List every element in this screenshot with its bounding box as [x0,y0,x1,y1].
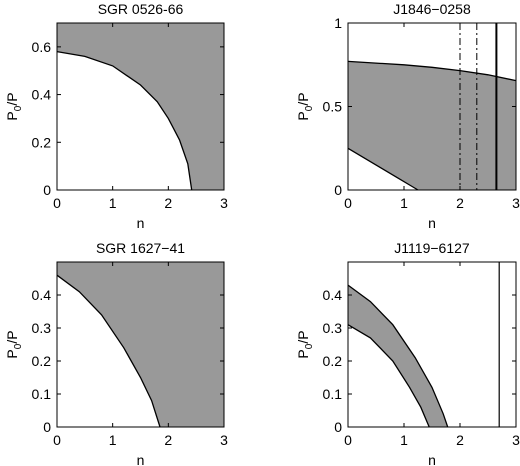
x-tick-label: 0 [344,432,352,448]
y-tick-label: 0.6 [32,39,52,55]
y-tick-label: 0.1 [323,386,343,402]
y-tick-label: 0 [334,419,342,435]
y-tick-label: 0.3 [32,320,52,336]
y-axis-label: P0/P [4,330,24,358]
shaded-region [348,61,516,191]
band-upper-curve [347,284,449,428]
y-tick-label: 1 [334,15,342,31]
y-label-base: P [4,111,20,120]
x-tick-label: 2 [164,195,172,211]
y-label-base: P [4,349,20,358]
shaded-region [57,23,224,190]
y-axis-label: P0/P [295,92,315,120]
x-axis-label: n [137,452,145,466]
chart-title: J1846−0258 [393,1,471,17]
x-tick-label: 0 [344,195,352,211]
x-tick-label: 1 [109,432,117,448]
y-tick-label: 0 [43,182,51,198]
y-label-sub: 0 [13,343,24,349]
x-tick-label: 2 [456,195,464,211]
shaded-region [348,285,448,427]
y-label-tail: /P [4,330,20,343]
axes-box [56,261,225,428]
lower-boundary-curve [56,50,193,191]
y-label-tail: /P [295,330,311,343]
y-tick-label: 0.4 [323,287,343,303]
y-label-tail: /P [295,92,311,105]
chart-title: SGR 0526-66 [98,1,184,17]
y-tick-label: 0.1 [32,386,52,402]
band-lower-curve [347,324,430,428]
x-tick-label: 1 [400,195,408,211]
y-label-sub: 0 [304,343,315,349]
x-axis-label: n [428,452,436,466]
x-tick-label: 0 [53,195,61,211]
y-tick-label: 0.2 [323,353,343,369]
x-tick-label: 1 [109,195,117,211]
y-tick-label: 0.5 [323,99,343,115]
y-label-sub: 0 [13,105,24,111]
shaded-region [57,262,224,427]
y-tick-label: 0.2 [32,134,52,150]
y-tick-label: 0 [334,182,342,198]
y-label-tail: /P [4,92,20,105]
x-tick-label: 3 [512,432,520,448]
y-label-base: P [295,111,311,120]
x-tick-label: 2 [164,432,172,448]
y-tick-label: 0.3 [323,320,343,336]
y-label-sub: 0 [304,105,315,111]
chart-title: SGR 1627−41 [96,240,185,256]
x-axis-label: n [137,215,145,231]
x-axis-label: n [428,215,436,231]
y-tick-label: 0.4 [32,287,52,303]
x-tick-label: 3 [220,195,228,211]
axes-box [56,22,225,191]
x-tick-label: 1 [400,432,408,448]
lower-boundary-curve [56,274,161,428]
chart-title: J1119−6127 [394,240,470,256]
y-tick-label: 0.4 [32,87,52,103]
y-tick-label: 0.2 [32,353,52,369]
lower-boundary-curve [347,147,419,191]
upper-boundary-curve [347,60,517,82]
y-axis-label: P0/P [4,92,24,120]
x-tick-label: 3 [512,195,520,211]
y-axis-label: P0/P [295,330,315,358]
x-tick-label: 2 [456,432,464,448]
y-label-base: P [295,349,311,358]
x-tick-label: 0 [53,432,61,448]
x-tick-label: 3 [220,432,228,448]
axes-box [347,261,517,428]
y-tick-label: 0 [43,419,51,435]
